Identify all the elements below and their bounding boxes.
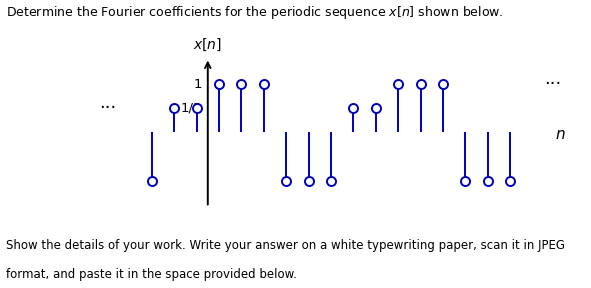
Text: $x[n]$: $x[n]$ [193, 37, 222, 53]
Text: Determine the Fourier coefficients for the periodic sequence $x[n]$ shown below.: Determine the Fourier coefficients for t… [6, 4, 504, 21]
Text: Show the details of your work. Write your answer on a white typewriting paper, s: Show the details of your work. Write you… [6, 239, 565, 252]
Text: format, and paste it in the space provided below.: format, and paste it in the space provid… [6, 268, 297, 281]
Text: $n$: $n$ [555, 127, 566, 142]
Text: 1/2: 1/2 [181, 102, 202, 115]
Text: ···: ··· [99, 99, 116, 117]
Text: 1: 1 [194, 78, 202, 91]
Text: ···: ··· [544, 75, 561, 93]
